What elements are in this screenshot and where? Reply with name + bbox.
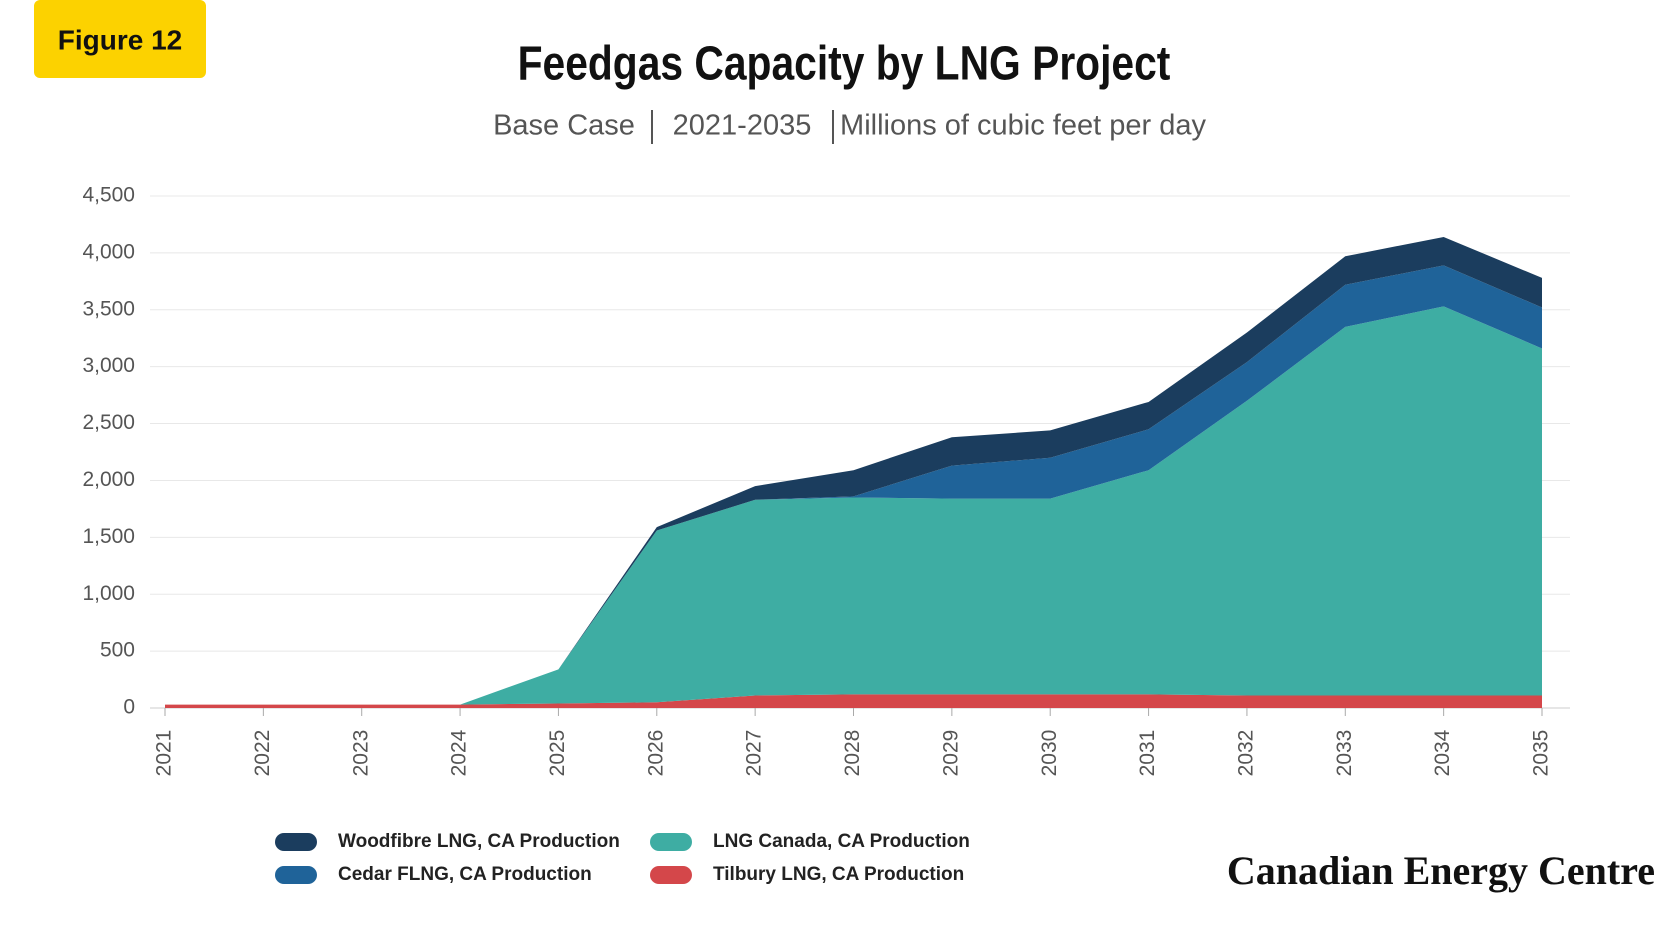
subtitle: 2021-2035 [673,110,812,142]
x-tick-label: 2021 [153,730,176,777]
y-tick-label: 4,500 [82,184,135,207]
x-tick-label: 2029 [939,730,962,777]
legend-label: Tilbury LNG, CA Production [713,864,964,885]
y-tick-label: 0 [123,696,135,719]
legend-swatch [275,866,317,884]
chart-title: Feedgas Capacity by LNG Project [518,38,1171,91]
legend-label: Woodfibre LNG, CA Production [338,831,620,852]
area [165,306,1542,705]
x-tick-label: 2022 [251,730,274,777]
y-tick-label: 1,500 [82,525,135,548]
y-tick-label: 1,000 [82,582,135,605]
subtitle: Millions of cubic feet per day [840,110,1206,142]
badge: Figure 12 [58,24,182,55]
y-tick-label: 4,000 [82,240,135,263]
x-tick-label: 2026 [644,730,667,777]
legend-label: LNG Canada, CA Production [713,831,970,852]
x-tick-label: 2024 [448,729,471,776]
badge-box [34,0,206,78]
x-tick-label: 2030 [1038,730,1061,777]
legend-swatch [650,833,692,851]
subtitle: Base Case [493,110,635,142]
y-tick-label: 3,500 [82,297,135,320]
x-tick-label: 2035 [1530,730,1553,777]
x-tick-label: 2034 [1431,729,1454,776]
area [165,694,1542,708]
y-tick-label: 500 [100,639,135,662]
x-tick-label: 2025 [546,730,569,777]
area [165,265,1542,705]
x-tick-label: 2033 [1333,730,1356,777]
legend-swatch [275,833,317,851]
x-tick-label: 2023 [349,730,372,777]
y-tick-label: 2,000 [82,468,135,491]
area [165,236,1542,705]
x-tick-label: 2032 [1234,730,1257,777]
legend-swatch [650,866,692,884]
x-tick-label: 2027 [743,730,766,777]
legend-label: Cedar FLNG, CA Production [338,864,592,885]
y-tick-label: 2,500 [82,411,135,434]
x-tick-label: 2031 [1136,730,1159,777]
y-tick-label: 3,000 [82,354,135,377]
source: Canadian Energy Centre [1227,848,1655,893]
x-tick-label: 2028 [841,730,864,777]
